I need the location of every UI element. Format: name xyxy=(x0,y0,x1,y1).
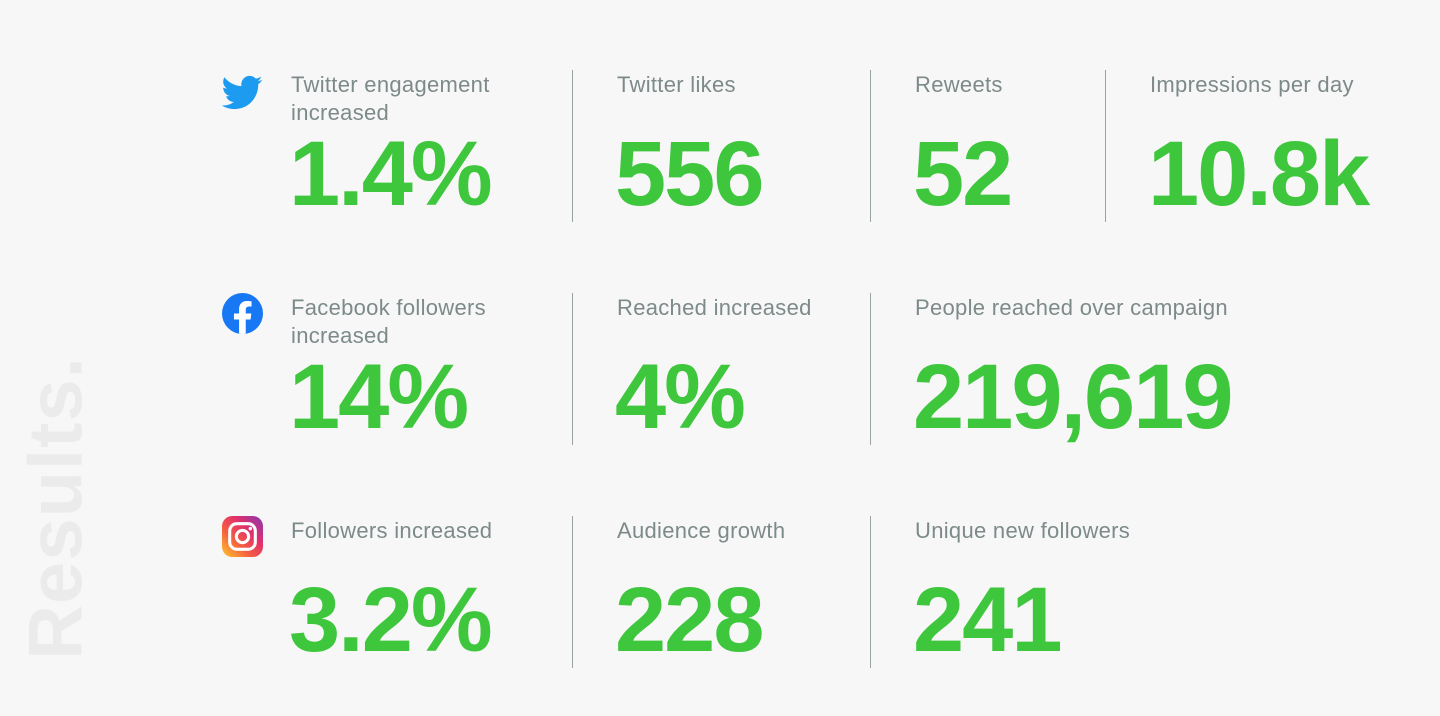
stat-value: 3.2% xyxy=(289,569,493,671)
stat-value: 4% xyxy=(615,346,746,448)
stat-label: Reached increased xyxy=(617,295,812,320)
stat-label: People reached over campaign xyxy=(915,295,1228,320)
stat-label: Followers increased xyxy=(291,518,493,543)
stat-label: Twitter likes xyxy=(617,72,736,97)
twitter-icon xyxy=(222,75,263,110)
stat-value: 1.4% xyxy=(289,123,493,225)
stat-label: Unique new followers xyxy=(915,518,1131,543)
column-divider xyxy=(572,70,573,222)
column-divider xyxy=(572,516,573,668)
facebook-icon xyxy=(222,293,263,334)
stat-value: 52 xyxy=(913,123,1013,225)
column-divider xyxy=(870,70,871,222)
stat-label: Twitter engagement increased xyxy=(291,72,490,125)
stat-label: Audience growth xyxy=(617,518,786,543)
stat-value: 14% xyxy=(289,346,469,448)
column-divider xyxy=(1105,70,1106,222)
section-title: Results. xyxy=(13,356,99,660)
stat-label: Reweets xyxy=(915,72,1003,97)
instagram-icon xyxy=(222,516,263,557)
stat-value: 556 xyxy=(615,123,764,225)
stat-label: Impressions per day xyxy=(1150,72,1354,97)
stat-label: Facebook followers increased xyxy=(291,295,486,348)
column-divider xyxy=(572,293,573,445)
column-divider xyxy=(870,516,871,668)
stat-value: 228 xyxy=(615,569,764,671)
stat-value: 241 xyxy=(913,569,1062,671)
stat-value: 10.8k xyxy=(1148,123,1370,225)
column-divider xyxy=(870,293,871,445)
stat-value: 219,619 xyxy=(913,346,1234,448)
